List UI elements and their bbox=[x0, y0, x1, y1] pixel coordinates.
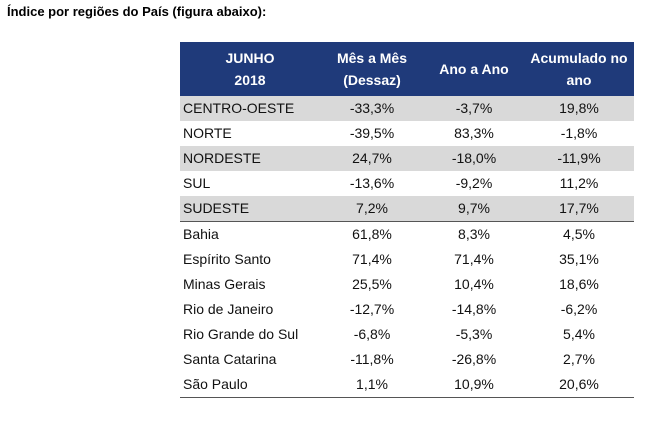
region-name-cell: NORTE bbox=[183, 125, 232, 141]
table-row: SUDESTE 7,2% 9,7% 17,7% bbox=[180, 196, 634, 222]
year-to-date-cell: 18,6% bbox=[559, 276, 599, 292]
region-name-cell: SUDESTE bbox=[180, 196, 320, 222]
month-over-month-cell: 1,1% bbox=[320, 372, 424, 398]
year-over-year-cell: -18,0% bbox=[424, 146, 524, 171]
year-over-year-cell: -9,2% bbox=[455, 175, 493, 191]
year-over-year-cell: 8,3% bbox=[424, 221, 524, 247]
header-mom-line1: Mês a Mês bbox=[336, 50, 408, 66]
header-row: JUNHO 2018 Mês a Mês (Dessaz) Ano a Ano … bbox=[180, 42, 634, 96]
table-row: NORDESTE 24,7% -18,0% -11,9% bbox=[180, 146, 634, 171]
regional-index-table-wrapper: JUNHO 2018 Mês a Mês (Dessaz) Ano a Ano … bbox=[180, 42, 634, 398]
year-over-year-cell: 9,7% bbox=[424, 196, 524, 222]
region-name-cell: Rio de Janeiro bbox=[183, 301, 274, 317]
table-row: Bahia 61,8% 8,3% 4,5% bbox=[180, 221, 634, 247]
month-over-month-cell: -33,3% bbox=[320, 96, 424, 121]
year-to-date-cell: 17,7% bbox=[524, 196, 634, 222]
year-to-date-cell: 35,1% bbox=[559, 251, 599, 267]
year-to-date-cell: 5,4% bbox=[563, 326, 595, 342]
year-to-date-cell: -6,2% bbox=[560, 301, 598, 317]
header-ytd-line1: Acumulado no bbox=[530, 50, 628, 66]
month-over-month-cell: 25,5% bbox=[352, 276, 392, 292]
table-row: Rio de Janeiro -12,7% -14,8% -6,2% bbox=[180, 297, 634, 322]
year-to-date-cell: 4,5% bbox=[524, 221, 634, 247]
month-over-month-cell: 61,8% bbox=[320, 221, 424, 247]
table-row: Santa Catarina -11,8% -26,8% 2,7% bbox=[180, 347, 634, 372]
header-year-over-year: Ano a Ano bbox=[424, 42, 524, 96]
month-over-month-cell: 7,2% bbox=[320, 196, 424, 222]
caption: Índice por regiões do País (figura abaix… bbox=[7, 4, 267, 19]
year-over-year-cell: 10,4% bbox=[454, 276, 494, 292]
year-to-date-cell: 19,8% bbox=[524, 96, 634, 121]
year-to-date-cell: 2,7% bbox=[563, 351, 595, 367]
regional-index-table: JUNHO 2018 Mês a Mês (Dessaz) Ano a Ano … bbox=[180, 42, 634, 398]
year-over-year-cell: -14,8% bbox=[451, 301, 497, 317]
header-mom-line2: (Dessaz) bbox=[343, 72, 401, 88]
header-period: JUNHO 2018 bbox=[180, 42, 320, 96]
table-row: Espírito Santo 71,4% 71,4% 35,1% bbox=[180, 247, 634, 272]
year-to-date-cell: -1,8% bbox=[560, 125, 598, 141]
year-over-year-cell: 83,3% bbox=[454, 125, 494, 141]
year-over-year-cell: 10,9% bbox=[424, 372, 524, 398]
month-over-month-cell: -39,5% bbox=[349, 125, 395, 141]
table-row: Minas Gerais 25,5% 10,4% 18,6% bbox=[180, 272, 634, 297]
region-name-cell: Bahia bbox=[180, 221, 320, 247]
header-period-line1: JUNHO bbox=[225, 50, 275, 66]
header-ytd-line2: ano bbox=[566, 72, 592, 88]
region-name-cell: NORDESTE bbox=[180, 146, 320, 171]
region-name-cell: Minas Gerais bbox=[183, 276, 266, 292]
month-over-month-cell: 71,4% bbox=[352, 251, 392, 267]
year-to-date-cell: 20,6% bbox=[524, 372, 634, 398]
table-body: CENTRO-OESTE -33,3% -3,7% 19,8% NORTE -39,5% 8… bbox=[180, 96, 634, 398]
region-name-cell: São Paulo bbox=[180, 372, 320, 398]
year-over-year-cell: -26,8% bbox=[451, 351, 497, 367]
year-over-year-cell: 71,4% bbox=[454, 251, 494, 267]
month-over-month-cell: 24,7% bbox=[320, 146, 424, 171]
region-name-cell: Espírito Santo bbox=[183, 251, 271, 267]
month-over-month-cell: -12,7% bbox=[349, 301, 395, 317]
region-name-cell: CENTRO-OESTE bbox=[180, 96, 320, 121]
month-over-month-cell: -11,8% bbox=[350, 351, 394, 367]
table-row: SUL -13,6% -9,2% 11,2% bbox=[180, 171, 634, 196]
region-name-cell: Santa Catarina bbox=[183, 351, 277, 367]
table-row: São Paulo 1,1% 10,9% 20,6% bbox=[180, 372, 634, 398]
table-row: NORTE -39,5% 83,3% -1,8% bbox=[180, 121, 634, 146]
region-name-cell: SUL bbox=[183, 175, 211, 191]
table-row: Rio Grande do Sul -6,8% -5,3% 5,4% bbox=[180, 322, 634, 347]
month-over-month-cell: -13,6% bbox=[349, 175, 395, 191]
year-to-date-cell: 11,2% bbox=[559, 175, 599, 191]
year-over-year-cell: -5,3% bbox=[455, 326, 493, 342]
header-period-line2: 2018 bbox=[234, 72, 266, 88]
month-over-month-cell: -6,8% bbox=[353, 326, 391, 342]
header-month-over-month: Mês a Mês (Dessaz) bbox=[320, 42, 424, 96]
table-row: CENTRO-OESTE -33,3% -3,7% 19,8% bbox=[180, 96, 634, 121]
year-over-year-cell: -3,7% bbox=[424, 96, 524, 121]
header-yoy-line1: Ano a Ano bbox=[439, 61, 509, 77]
header-year-to-date: Acumulado no ano bbox=[524, 42, 634, 96]
table-header: JUNHO 2018 Mês a Mês (Dessaz) Ano a Ano … bbox=[180, 42, 634, 96]
region-name-cell: Rio Grande do Sul bbox=[183, 326, 299, 342]
year-to-date-cell: -11,9% bbox=[524, 146, 634, 171]
